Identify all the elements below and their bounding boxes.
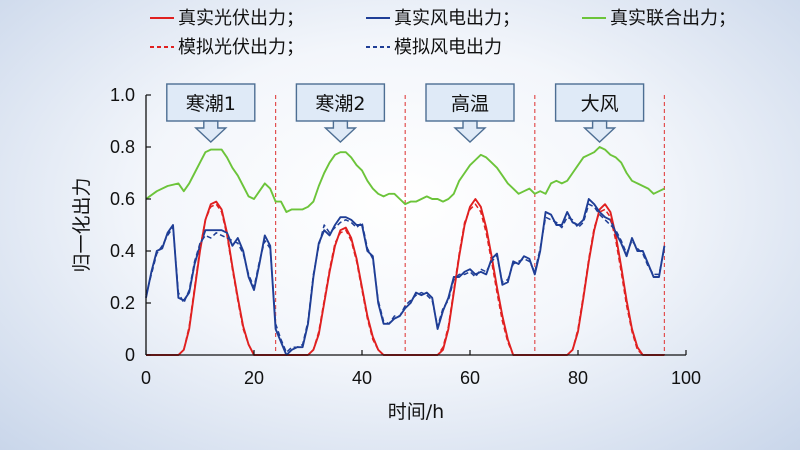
x-tick-label-5: 100: [671, 368, 701, 388]
legend-label: 真实风电出力；: [394, 8, 520, 29]
x-tick-label-4: 80: [568, 368, 588, 388]
y-tick-label-2: 0.4: [110, 241, 135, 261]
callout-arrow: [194, 120, 228, 143]
y-tick-label-5: 1.0: [110, 85, 135, 105]
legend-label: 真实光伏出力；: [178, 8, 304, 29]
legend-label: 模拟光伏出力；: [178, 37, 304, 58]
tick-labels: 0 20 40 60 80 100 0 0.2 0.4 0.6 0.8 1.0: [110, 85, 701, 388]
callout-label: 寒潮2: [315, 93, 365, 115]
callout-label: 寒潮1: [186, 93, 236, 115]
x-tick-label-0: 0: [141, 368, 151, 388]
callout-arrow: [323, 120, 358, 143]
series-line-2: [145, 198, 666, 356]
legend-label: 模拟风电出力: [394, 37, 502, 58]
callout-arrow: [453, 120, 487, 143]
legend-entry-4: 模拟风电出力: [366, 37, 502, 58]
callout-arrow: [582, 120, 617, 143]
callout-2: 高温: [425, 83, 515, 143]
x-tick-label-2: 40: [352, 368, 372, 388]
legend-label: 真实联合出力；: [610, 8, 736, 29]
callout-0: 寒潮1: [166, 83, 256, 143]
callout-label: 高温: [451, 93, 489, 115]
callout-box: [166, 83, 256, 122]
axes: [145, 95, 686, 356]
legend: 真实光伏出力； 真实风电出力； 真实联合出力； 模拟光伏出力； 模拟风电出力: [150, 8, 736, 58]
event-callouts: 寒潮1 寒潮2 高温 大风: [166, 83, 645, 143]
callout-3: 大风: [554, 83, 645, 143]
legend-entry-3: 模拟光伏出力；: [150, 37, 304, 58]
series-line-0: [145, 146, 665, 213]
y-tick-label-3: 0.6: [110, 189, 135, 209]
callout-box: [295, 83, 386, 122]
y-tick-label-0: 0: [125, 345, 135, 365]
x-axis-label: 时间/h: [388, 401, 444, 423]
callout-box: [425, 83, 515, 122]
callout-label: 大风: [581, 93, 619, 115]
y-tick-label-1: 0.2: [110, 293, 135, 313]
legend-entry-0: 真实光伏出力；: [150, 8, 304, 29]
legend-entry-1: 真实风电出力；: [366, 8, 520, 29]
y-tick-label-4: 0.8: [110, 137, 135, 157]
x-tick-label-3: 60: [460, 368, 480, 388]
x-tick-label-1: 20: [244, 368, 264, 388]
callout-1: 寒潮2: [295, 83, 386, 143]
scenario-dividers: [275, 95, 666, 355]
legend-entry-2: 真实联合出力；: [582, 8, 736, 29]
y-axis-label: 归一化出力: [71, 177, 93, 272]
